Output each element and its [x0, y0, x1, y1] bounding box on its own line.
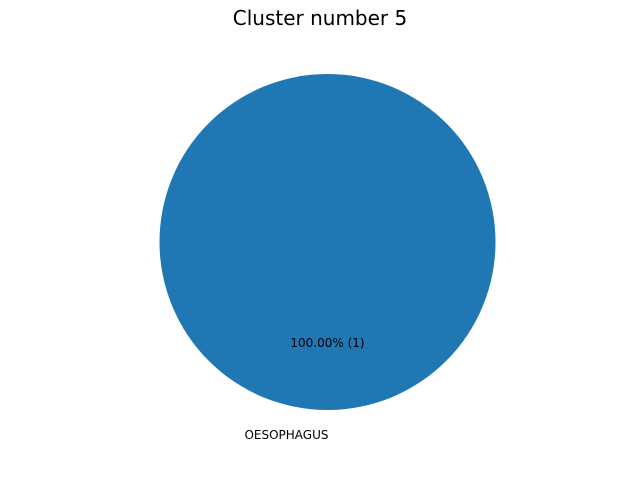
pie-slice-oesophagus — [159, 74, 496, 410]
pie-labels: 100.00% (1) OESOPHAGUS — [244, 336, 364, 442]
slice-percent-label: 100.00% (1) — [290, 336, 364, 350]
chart-title: Cluster number 5 — [232, 6, 408, 30]
slice-category-label: OESOPHAGUS — [244, 428, 328, 442]
pie-slices — [159, 74, 496, 410]
